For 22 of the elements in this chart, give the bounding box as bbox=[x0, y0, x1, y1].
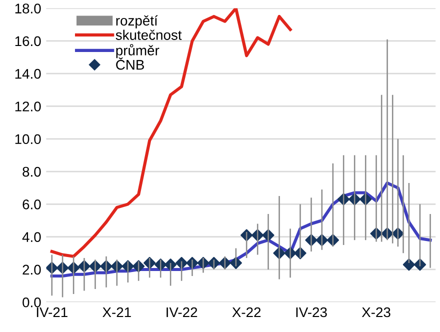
legend-label: ČNB bbox=[116, 57, 144, 70]
y-tick-label: 4.0 bbox=[22, 232, 41, 242]
x-tick-label: X-23 bbox=[362, 307, 390, 318]
legend-label: rozpětí bbox=[116, 15, 158, 28]
y-tick-label: 8.0 bbox=[22, 166, 41, 177]
y-tick-label: 18.0 bbox=[15, 4, 41, 14]
y-tick-label: 0.0 bbox=[22, 297, 41, 308]
x-tick-label: IV-23 bbox=[296, 307, 327, 318]
point bbox=[402, 258, 416, 271]
y-tick-label: 6.0 bbox=[22, 200, 41, 210]
x-tick-label: IV-22 bbox=[166, 307, 198, 318]
y-tick-label: 16.0 bbox=[15, 36, 41, 46]
x-tick-label: X-22 bbox=[232, 307, 261, 318]
y-tick-label: 14.0 bbox=[15, 68, 41, 79]
legend-label: průměr bbox=[116, 44, 160, 58]
x-tick-label: IV-21 bbox=[36, 307, 68, 318]
line-series bbox=[50, 8, 292, 258]
x-tick-label: X-21 bbox=[102, 307, 131, 318]
y-tick-label: 10.0 bbox=[15, 134, 41, 144]
y-tick-label: 12.0 bbox=[15, 102, 41, 112]
legend-label: skutečnost bbox=[116, 30, 182, 40]
y-tick-label: 2.0 bbox=[22, 264, 41, 275]
